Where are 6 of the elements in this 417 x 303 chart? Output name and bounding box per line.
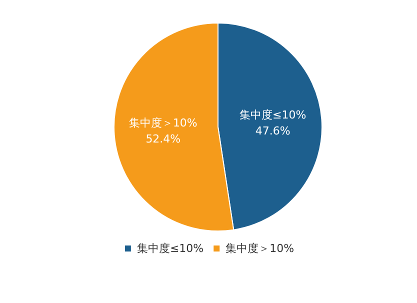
legend-label: 集中度≤10%	[136, 242, 204, 255]
slice-label: 集中度≤10%	[240, 108, 306, 122]
legend-label: 集中度＞10%	[226, 242, 294, 255]
data-label: 52.4%	[146, 132, 181, 146]
data-label: 47.6%	[255, 124, 290, 138]
slice-label: 集中度＞10%	[128, 116, 198, 130]
